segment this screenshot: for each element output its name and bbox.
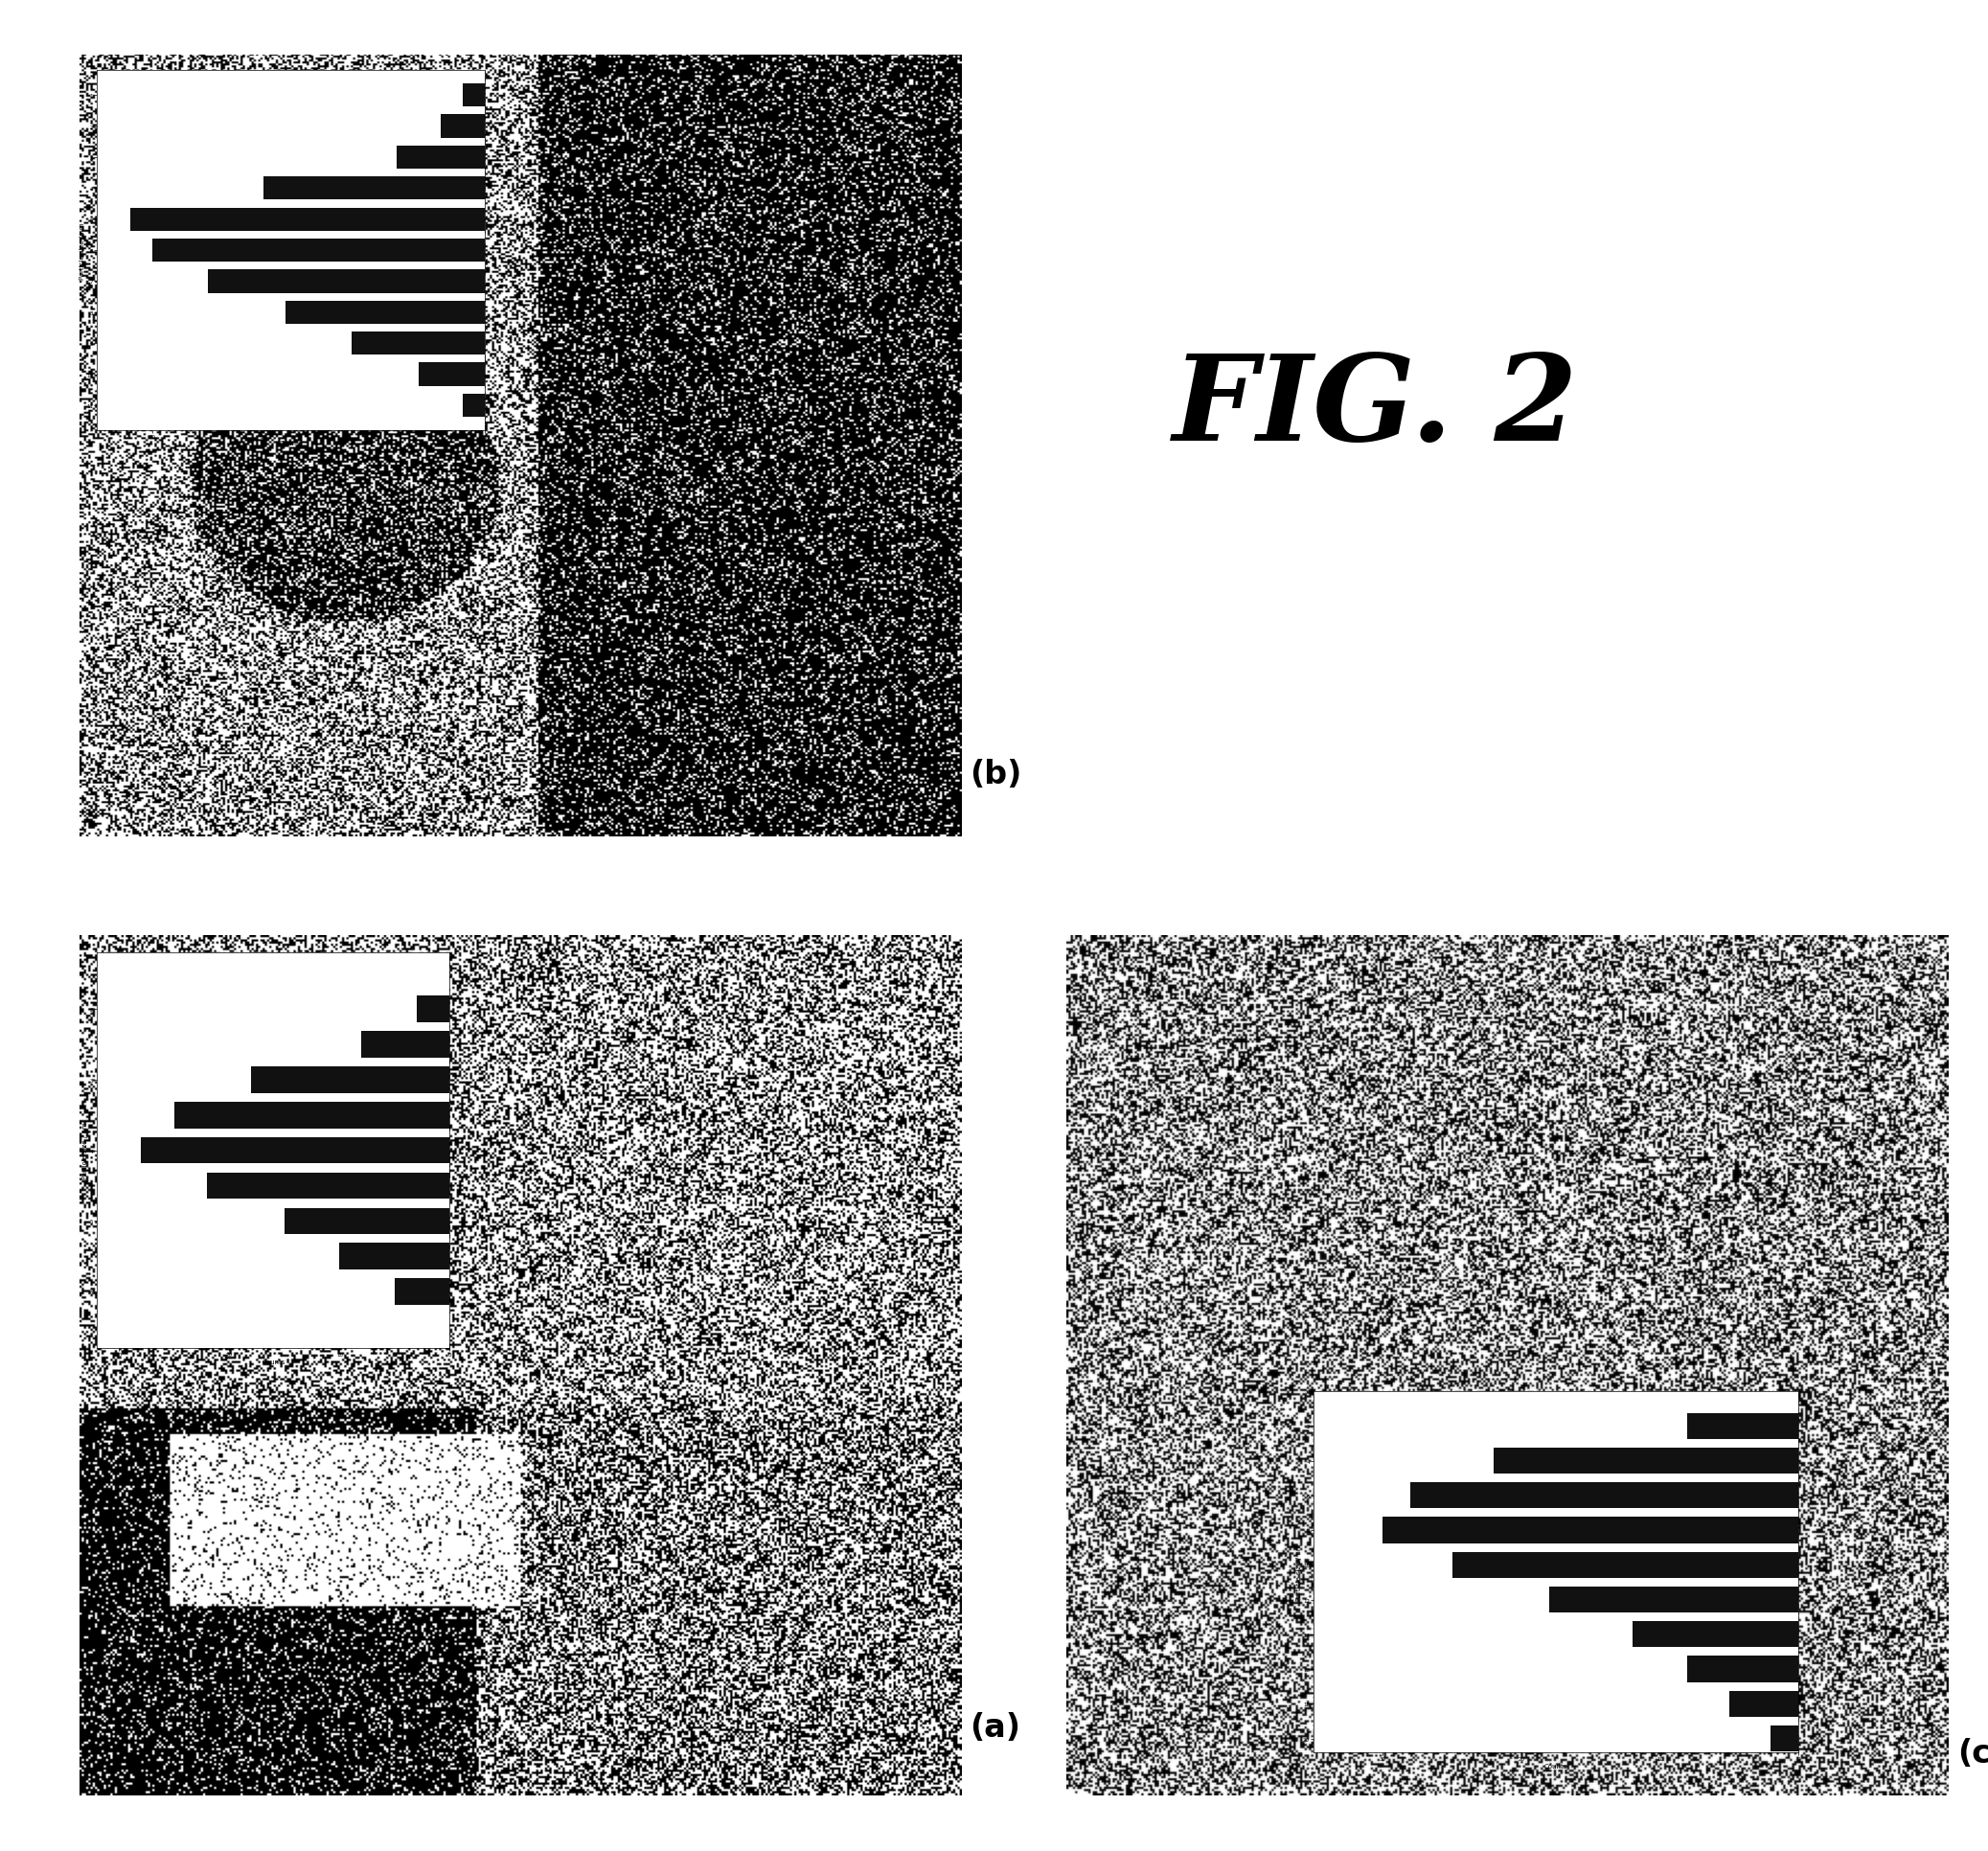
Text: (a): (a) xyxy=(970,1710,1020,1742)
Text: FIG. 2: FIG. 2 xyxy=(1173,350,1578,465)
Text: (c): (c) xyxy=(1956,1736,1988,1768)
Text: (b): (b) xyxy=(970,759,1022,790)
